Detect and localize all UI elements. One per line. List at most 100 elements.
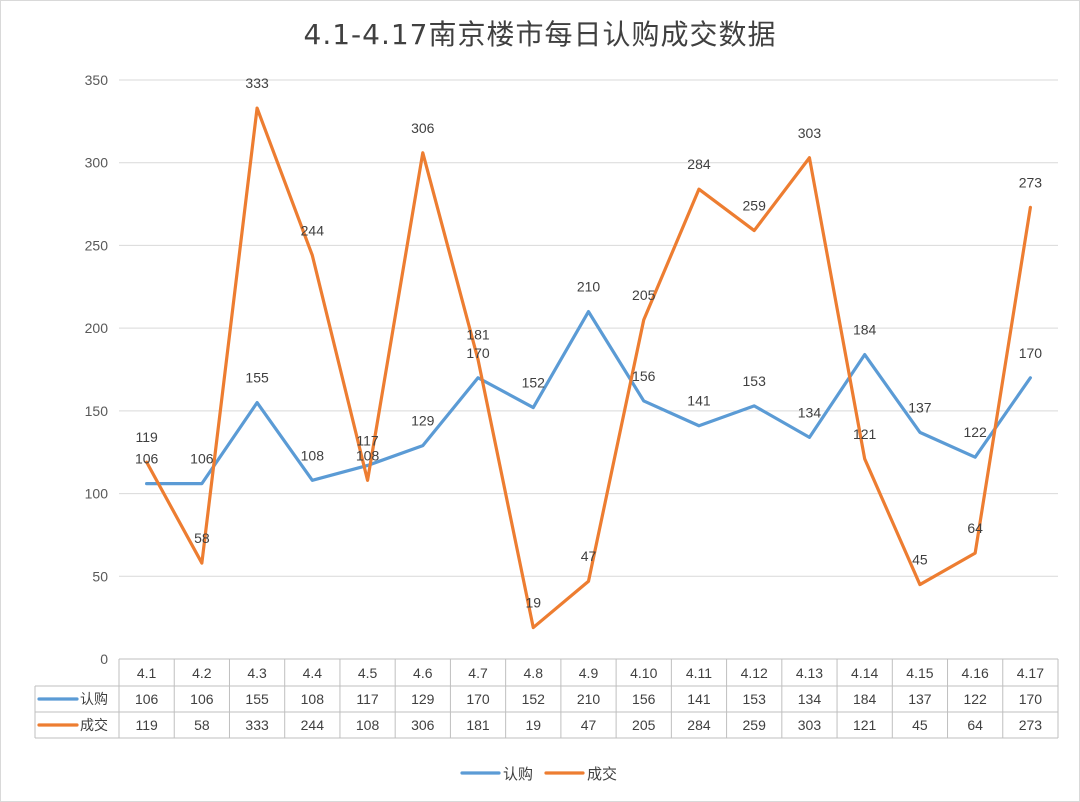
- series-line-2: [145, 106, 1032, 630]
- data-label: 19: [525, 595, 541, 611]
- x-tick-label: 4.16: [962, 665, 989, 681]
- table-cell: 184: [853, 691, 877, 707]
- table-cell: 129: [411, 691, 435, 707]
- data-label: 155: [245, 370, 269, 386]
- x-tick-label: 4.11: [686, 665, 712, 681]
- data-label: 122: [963, 424, 987, 440]
- table-cell: 153: [743, 691, 767, 707]
- table-cell: 117: [356, 691, 379, 707]
- y-tick-label: 50: [92, 568, 108, 584]
- x-tick-label: 4.1: [137, 665, 157, 681]
- table-cell: 64: [967, 717, 983, 733]
- data-label: 156: [632, 368, 656, 384]
- data-label: 181: [466, 327, 490, 343]
- data-label: 47: [581, 548, 597, 564]
- table-cell: 170: [1019, 691, 1043, 707]
- table-cell: 47: [581, 717, 597, 733]
- data-label: 106: [190, 451, 214, 467]
- data-label: 64: [967, 520, 983, 536]
- table-series-name: 成交: [80, 717, 108, 733]
- x-tick-label: 4.7: [468, 665, 488, 681]
- data-label: 152: [522, 375, 546, 391]
- legend: 认购 成交: [460, 765, 617, 783]
- data-label: 244: [301, 222, 325, 238]
- gridlines: [119, 79, 1058, 577]
- data-label: 108: [301, 447, 325, 463]
- data-label: 184: [853, 322, 877, 338]
- table-cell: 141: [687, 691, 711, 707]
- data-label: 141: [687, 393, 711, 409]
- data-label: 108: [356, 447, 380, 463]
- y-tick-label: 0: [100, 651, 108, 667]
- table-cell: 306: [411, 717, 435, 733]
- data-label: 153: [743, 373, 767, 389]
- table-cell: 122: [963, 691, 987, 707]
- y-tick-label: 300: [85, 155, 109, 171]
- y-tick-label: 150: [85, 403, 109, 419]
- legend-label: 成交: [587, 765, 617, 783]
- table-cell: 333: [245, 717, 269, 733]
- data-label: 129: [411, 413, 435, 429]
- data-label: 134: [798, 404, 822, 420]
- data-label: 119: [135, 429, 158, 445]
- x-tick-label: 4.14: [851, 665, 878, 681]
- x-tick-label: 4.2: [192, 665, 212, 681]
- data-label: 58: [194, 530, 210, 546]
- table-cell: 170: [466, 691, 490, 707]
- x-tick-label: 4.12: [741, 665, 768, 681]
- table-cell: 210: [577, 691, 601, 707]
- table-cell: 273: [1019, 717, 1043, 733]
- x-tick-label: 4.17: [1017, 665, 1044, 681]
- table-cell: 58: [194, 717, 210, 733]
- data-table: 4.1 4.2 4.3 4.4 4.5 4.6 4.7 4.8 4.9 4.10 4.11 4.12 4…: [34, 658, 1059, 739]
- table-cell: 259: [743, 717, 767, 733]
- x-tick-label: 4.3: [247, 665, 267, 681]
- data-label: 45: [912, 552, 928, 568]
- legend-label: 认购: [503, 765, 533, 783]
- table-cell: 108: [356, 717, 380, 733]
- table-cell: 108: [301, 691, 325, 707]
- data-label: 333: [245, 75, 269, 91]
- x-tick-label: 4.8: [524, 665, 544, 681]
- data-label: 284: [687, 156, 711, 172]
- y-tick-label: 350: [85, 72, 109, 88]
- table-cell: 205: [632, 717, 656, 733]
- x-tick-label: 4.6: [413, 665, 433, 681]
- table-cell: 152: [522, 691, 546, 707]
- y-tick-label: 100: [85, 486, 109, 502]
- table-cell: 181: [466, 717, 490, 733]
- y-axis-ticks: 0 50 100 150 200 250 300 350: [85, 72, 109, 667]
- table-cell: 19: [525, 717, 541, 733]
- data-label: 259: [743, 198, 767, 214]
- table-cell: 303: [798, 717, 822, 733]
- table-cell: 137: [908, 691, 932, 707]
- series-line-1: [145, 310, 1032, 486]
- data-label: 170: [466, 345, 490, 361]
- x-tick-label: 4.9: [579, 665, 599, 681]
- table-cell: 121: [853, 717, 877, 733]
- x-tick-label: 4.4: [303, 665, 323, 681]
- table-cell: 155: [245, 691, 269, 707]
- chart-title: 4.1-4.17南京楼市每日认购成交数据: [304, 18, 777, 51]
- x-tick-label: 4.5: [358, 665, 378, 681]
- data-label: 210: [577, 279, 601, 295]
- x-tick-label: 4.15: [906, 665, 933, 681]
- data-label: 170: [1019, 345, 1043, 361]
- data-label: 121: [853, 426, 877, 442]
- x-tick-label: 4.10: [630, 665, 657, 681]
- data-label: 303: [798, 125, 822, 141]
- series-lines: [145, 106, 1032, 630]
- data-label: 205: [632, 287, 656, 303]
- data-label: 117: [356, 432, 379, 448]
- y-tick-label: 250: [85, 237, 109, 253]
- table-cell: 134: [798, 691, 822, 707]
- data-label: 137: [908, 399, 932, 415]
- table-cell: 284: [687, 717, 711, 733]
- data-label: 306: [411, 120, 435, 136]
- data-label: 106: [135, 451, 159, 467]
- data-labels: 106 1061551081171291701522101561411531341…: [135, 75, 1042, 610]
- y-tick-label: 200: [85, 320, 109, 336]
